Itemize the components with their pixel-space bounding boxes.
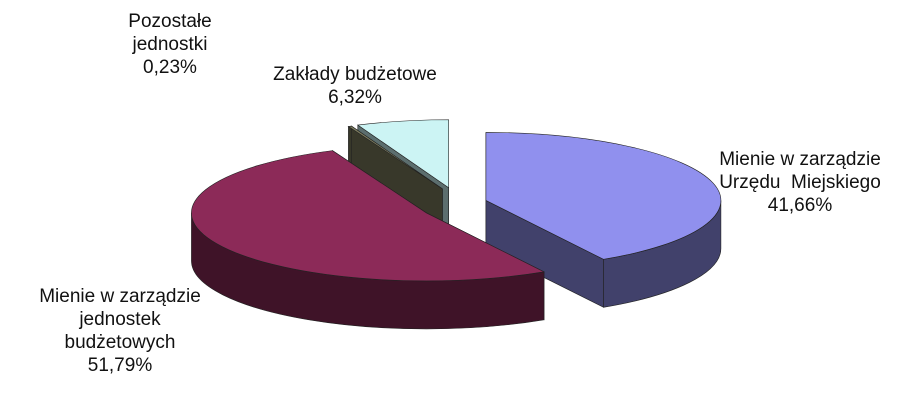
slice-label: Pozostałe jednostki 0,23% [128,10,211,79]
category-name: Mienie w zarządzie Urzędu Miejskiego [719,149,881,193]
value-label: 41,66% [767,195,833,216]
slice [191,150,545,282]
slice [356,119,449,189]
slice-label: Mienie w zarządzie Urzędu Miejskiego 41,6… [719,148,881,217]
category-name: Mienie w zarządzie jednostek budżetowych [39,286,201,353]
slice-label: Mienie w zarządzie jednostek budżetowych… [39,285,201,377]
slice [485,132,722,260]
category-name: Zakłady budżetowe [273,64,437,85]
value-label: 0,23% [143,57,197,78]
value-label: 6,32% [328,87,382,108]
value-label: 51,79% [87,355,153,376]
slice-label: Zakłady budżetowe 6,32% [273,63,437,109]
slice [347,125,443,190]
category-name: Pozostałe jednostki [128,11,212,55]
